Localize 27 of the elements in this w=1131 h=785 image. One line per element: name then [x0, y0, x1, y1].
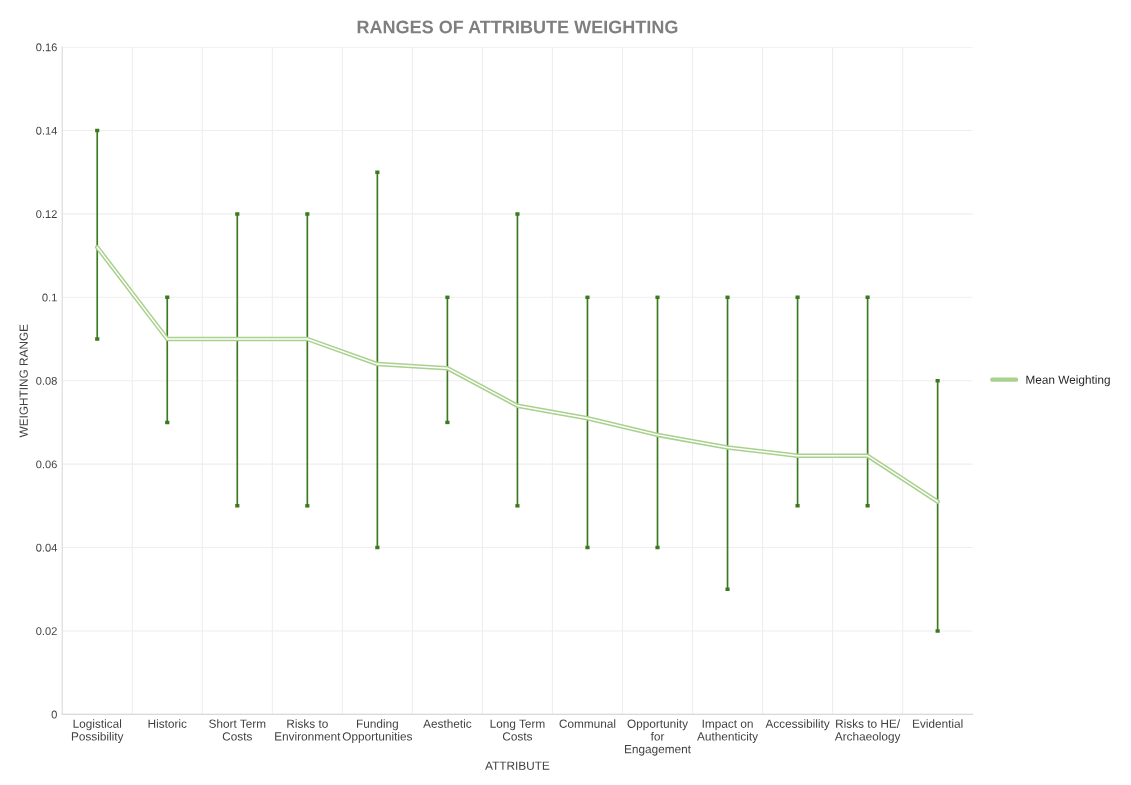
chart-title: RANGES OF ATTRIBUTE WEIGHTING: [357, 20, 678, 34]
x-tick-label: Risks to Environment: [275, 719, 341, 741]
x-tick-label: Long Term Costs: [490, 719, 545, 741]
x-tick-label: Evidential: [913, 719, 963, 728]
y-tick-label: 0.02: [36, 627, 57, 636]
x-tick-label: Short Term Costs: [209, 719, 266, 741]
y-tick-label: 0.1: [42, 293, 57, 302]
y-tick-label: 0.14: [36, 126, 58, 135]
y-tick-label: 0: [51, 710, 57, 719]
y-tick-label: 0.12: [36, 210, 57, 219]
x-tick-label: Historic: [148, 719, 187, 728]
x-tick-label: Communal: [559, 719, 616, 728]
y-tick-label: 0.16: [36, 43, 57, 52]
x-tick-label: Funding Opportunities: [342, 719, 413, 743]
y-tick-label: 0.08: [36, 376, 57, 385]
x-tick-label: Logistical Possibility: [71, 719, 124, 743]
y-tick-label: 0.04: [36, 543, 58, 552]
x-tick-label: Accessibility: [765, 719, 830, 731]
x-tick-label: Impact on Authenticity: [697, 719, 759, 743]
y-tick-label: 0.06: [36, 460, 57, 469]
x-tick-label: Risks to HE/ Archaeology: [834, 719, 901, 743]
y-axis-title: WEIGHTING RANGE: [19, 324, 28, 438]
legend-label: Mean Weighting: [1026, 375, 1110, 387]
x-tick-label: Aesthetic: [423, 719, 472, 728]
x-tick-label: Opportunity for Engagement: [625, 719, 691, 756]
line-series: [95, 245, 940, 504]
x-axis-title: ATTRIBUTE: [485, 761, 550, 770]
